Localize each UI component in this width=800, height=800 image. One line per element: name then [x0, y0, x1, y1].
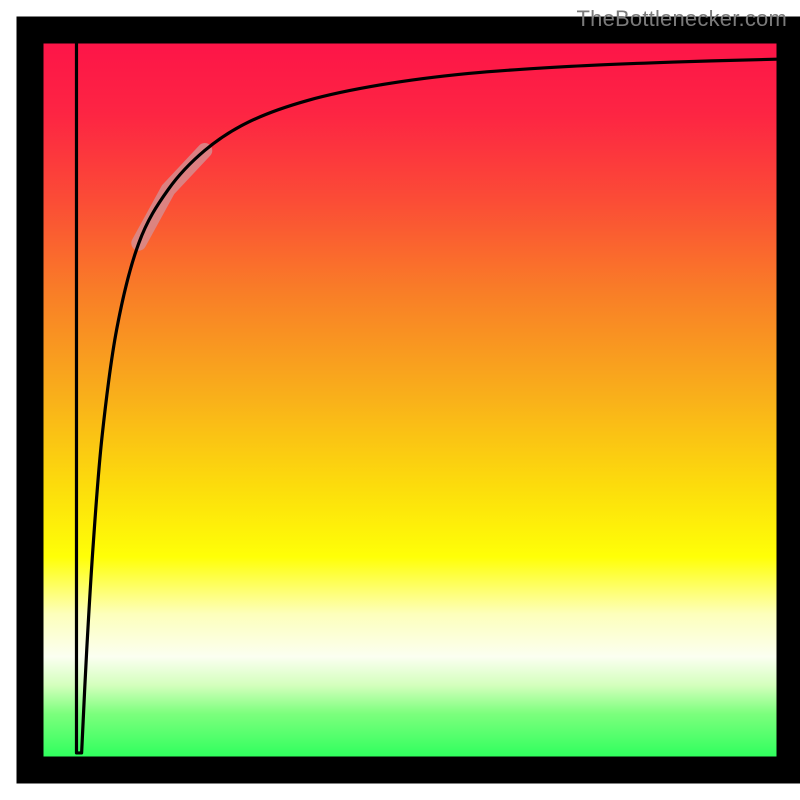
chart-container: { "watermark": { "text": "TheBottlenecke…: [0, 0, 800, 800]
plot-background: [44, 44, 777, 757]
watermark-text: TheBottlenecker.com: [577, 6, 787, 32]
bottleneck-chart: [0, 0, 800, 800]
